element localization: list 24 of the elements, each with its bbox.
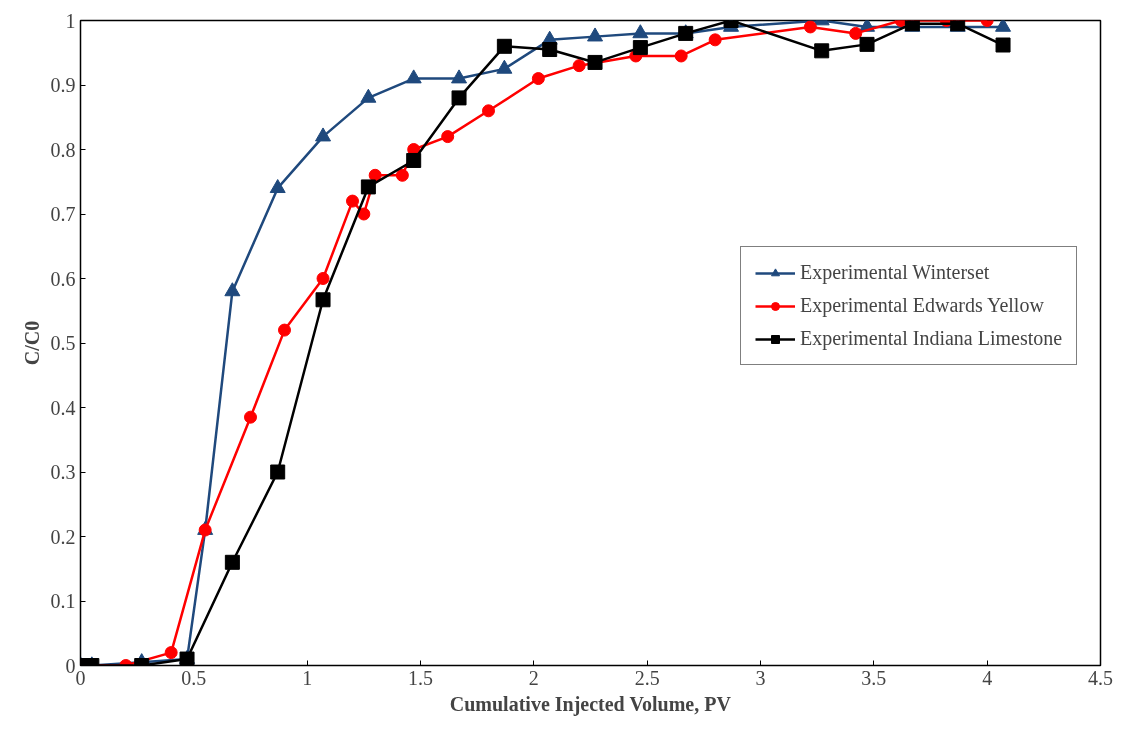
legend-label: Experimental Indiana Limestone bbox=[800, 327, 1063, 350]
x-tick-label: 4 bbox=[982, 666, 993, 689]
x-tick-label: 4.5 bbox=[1088, 666, 1113, 689]
y-tick-label: 0.5 bbox=[50, 332, 76, 354]
x-tick-label: 3 bbox=[755, 666, 766, 689]
y-tick-label: 0.8 bbox=[50, 138, 76, 161]
y-tick-label: 0.4 bbox=[50, 396, 76, 419]
x-tick-label: 3.5 bbox=[861, 666, 887, 689]
y-tick-label: 0.7 bbox=[50, 203, 76, 225]
y-axis-title: C/C0 bbox=[20, 320, 43, 366]
x-tick-label: 2 bbox=[528, 666, 539, 689]
x-tick-label: 1 bbox=[302, 666, 313, 689]
y-tick-label: 0.6 bbox=[50, 267, 76, 290]
legend-label: Experimental Edwards Yellow bbox=[800, 294, 1044, 317]
y-tick-label: 1 bbox=[65, 9, 76, 32]
y-tick-label: 0.1 bbox=[50, 590, 76, 612]
x-axis-title: Cumulative Injected Volume, PV bbox=[449, 692, 732, 716]
x-tick-label: 0.5 bbox=[181, 666, 207, 689]
y-tick-label: 0.9 bbox=[50, 74, 76, 96]
y-tick-label: 0.2 bbox=[50, 525, 76, 548]
x-tick-label: 1.5 bbox=[408, 666, 433, 689]
x-tick-label: 2.5 bbox=[634, 666, 660, 689]
legend-label: Experimental Winterset bbox=[800, 261, 990, 284]
y-tick-label: 0.3 bbox=[50, 461, 76, 483]
